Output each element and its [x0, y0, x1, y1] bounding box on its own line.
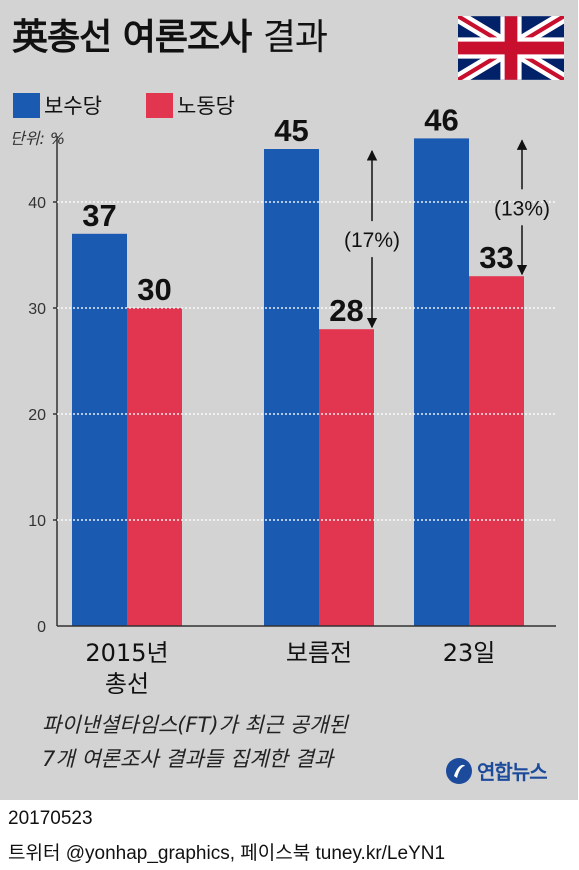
value-label: 33 [479, 240, 513, 275]
gridlines [57, 201, 556, 521]
y-tick-label: 0 [37, 619, 46, 636]
logo-name: 연합뉴스 [477, 760, 548, 784]
value-label: 46 [424, 102, 458, 137]
value-label: 30 [137, 272, 171, 307]
yonhap-emblem-icon [446, 757, 472, 784]
bar-labour [127, 308, 182, 626]
unit-label: 단위: % [10, 129, 66, 148]
x-category-label: 총선 [105, 670, 149, 698]
bar-labour [319, 329, 374, 626]
y-tick-label: 40 [28, 195, 46, 212]
page-title: 英총선 여론조사 결과 [12, 8, 328, 60]
gap-label: (17%) [344, 229, 400, 252]
value-label: 28 [329, 293, 363, 328]
footnote-line-1: 파이낸셜타임스(FT)가 최근 공개된 [42, 713, 348, 737]
legend-item-conservative: 보수당 [13, 92, 102, 118]
bar-conservative [72, 233, 127, 627]
title-suffix: 결과 [262, 17, 328, 58]
bar-labour [469, 276, 524, 626]
legend-swatch-labour [146, 92, 173, 118]
bar-chart: 0 10 20 30 40 (17%) (13%) 37 45 46 30 28 33 2015년총… [28, 102, 556, 698]
gap-annotations: (17%) (13%) [344, 139, 550, 329]
credit-line: 트위터 @yonhap_graphics, 페이스북 tuney.kr/LeYN… [8, 843, 446, 864]
y-tick-label: 20 [28, 407, 46, 424]
y-axis: 0 10 20 30 40 [28, 136, 58, 636]
value-label: 37 [82, 198, 116, 233]
legend-swatch-conservative [13, 92, 40, 118]
x-category-label: 23일 [443, 639, 496, 667]
x-category-label: 2015년 [85, 639, 168, 667]
legend-label-labour: 노동당 [177, 94, 235, 118]
y-tick-label: 30 [28, 301, 46, 318]
bar-conservative [264, 149, 319, 626]
title-main: 英총선 여론조사 [12, 17, 252, 58]
footnote: 파이낸셜타임스(FT)가 최근 공개된 7개 여론조사 결과들 집계한 결과 [42, 708, 348, 776]
yonhap-logo: 연합뉴스 [445, 756, 548, 785]
x-category-label: 보름전 [286, 639, 352, 667]
gap-label: (13%) [494, 197, 550, 220]
bar-conservative [414, 138, 469, 626]
legend-label-conservative: 보수당 [44, 94, 102, 118]
y-tick-label: 10 [28, 513, 46, 530]
date-stamp: 20170523 [8, 808, 93, 829]
value-label: 45 [274, 113, 308, 148]
value-labels: 37 45 46 30 28 33 [82, 102, 513, 328]
footnote-line-2: 7개 여론조사 결과들 집계한 결과 [42, 747, 334, 771]
uk-flag-icon [458, 16, 564, 80]
bars [72, 138, 524, 627]
legend-item-labour: 노동당 [146, 92, 235, 118]
infographic-card: 英총선 여론조사 결과 보수당 노동당 단위: % 0 10 20 30 40 (17%… [0, 0, 578, 800]
